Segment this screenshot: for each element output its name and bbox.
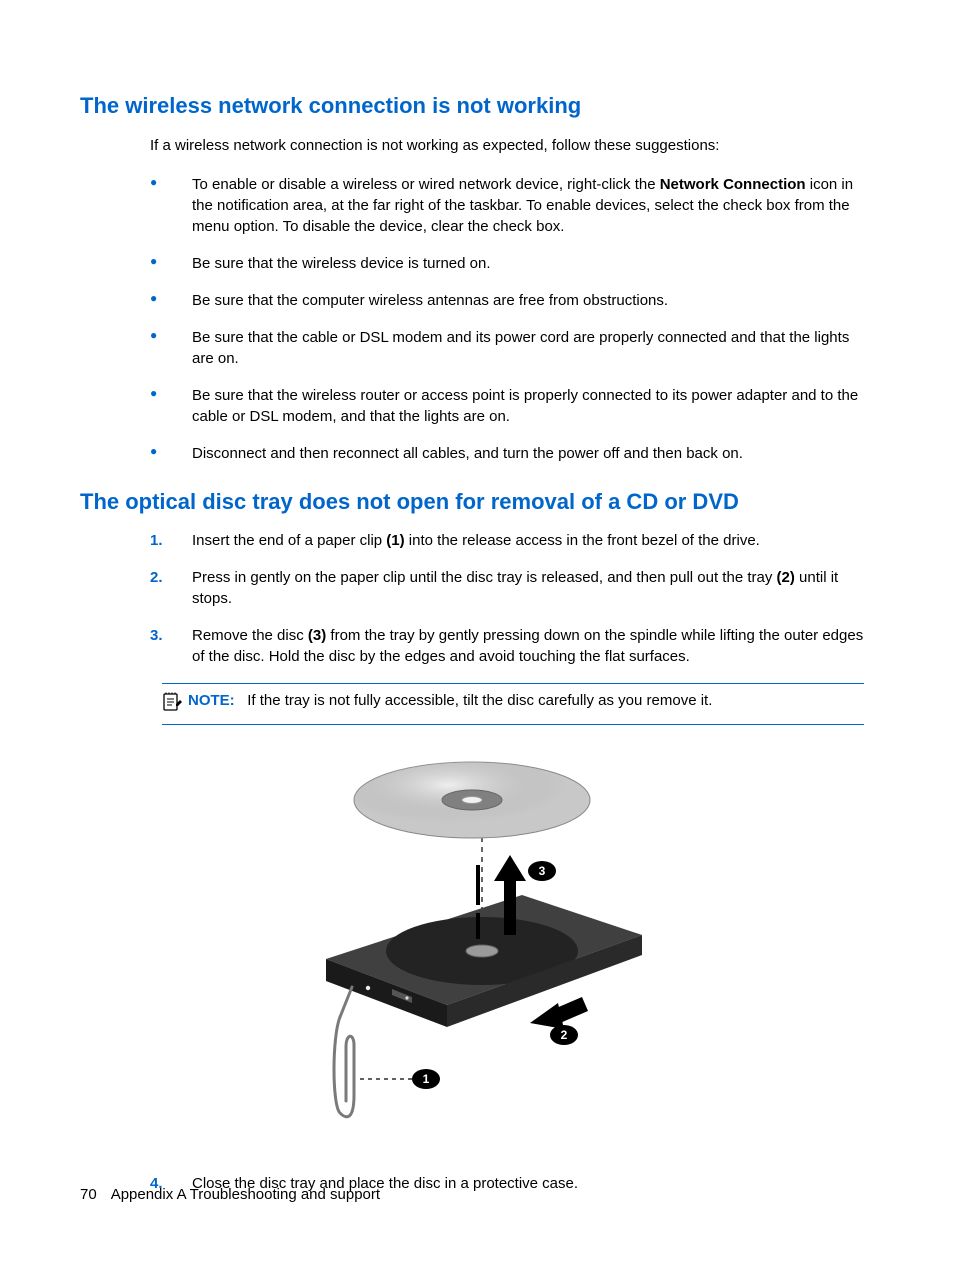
step-bold: (3) <box>308 627 326 644</box>
list-item: Disconnect and then reconnect all cables… <box>150 443 874 464</box>
list-item: Be sure that the cable or DSL modem and … <box>150 327 874 369</box>
callout-3-text: 3 <box>539 864 546 878</box>
list-item: Be sure that the wireless router or acce… <box>150 385 874 427</box>
section1-bullets: To enable or disable a wireless or wired… <box>150 174 874 464</box>
section1-heading: The wireless network connection is not w… <box>80 92 874 121</box>
step-bold: (1) <box>386 532 404 549</box>
page-number: 70 <box>80 1186 97 1203</box>
section2-steps: Insert the end of a paper clip (1) into … <box>150 530 874 667</box>
callout-1-text: 1 <box>423 1072 430 1086</box>
footer-text: Appendix A Troubleshooting and support <box>111 1186 380 1203</box>
step-post: into the release access in the front bez… <box>405 532 760 549</box>
note-text: If the tray is not fully accessible, til… <box>247 692 712 709</box>
section1-intro: If a wireless network connection is not … <box>150 135 874 156</box>
list-item: Insert the end of a paper clip (1) into … <box>150 530 874 551</box>
list-item: Be sure that the wireless device is turn… <box>150 253 874 274</box>
section2-heading: The optical disc tray does not open for … <box>80 488 874 517</box>
step-pre: Insert the end of a paper clip <box>192 532 386 549</box>
note-icon <box>162 692 184 718</box>
list-item: Be sure that the computer wireless anten… <box>150 290 874 311</box>
disc-tray-diagram: 1 2 3 <box>80 745 874 1145</box>
list-item: Remove the disc (3) from the tray by gen… <box>150 625 874 667</box>
step-pre: Press in gently on the paper clip until … <box>192 569 777 586</box>
note-box: NOTE: If the tray is not fully accessibl… <box>162 683 864 725</box>
step-bold: (2) <box>777 569 795 586</box>
step-pre: Remove the disc <box>192 627 308 644</box>
page-footer: 70 Appendix A Troubleshooting and support <box>80 1186 380 1203</box>
list-item: To enable or disable a wireless or wired… <box>150 174 874 237</box>
bullet-text-pre: To enable or disable a wireless or wired… <box>192 176 660 193</box>
bullet-text-bold: Network Connection <box>660 176 806 193</box>
callout-2-text: 2 <box>561 1028 568 1042</box>
list-item: Press in gently on the paper clip until … <box>150 567 874 609</box>
note-label: NOTE: <box>188 692 235 709</box>
